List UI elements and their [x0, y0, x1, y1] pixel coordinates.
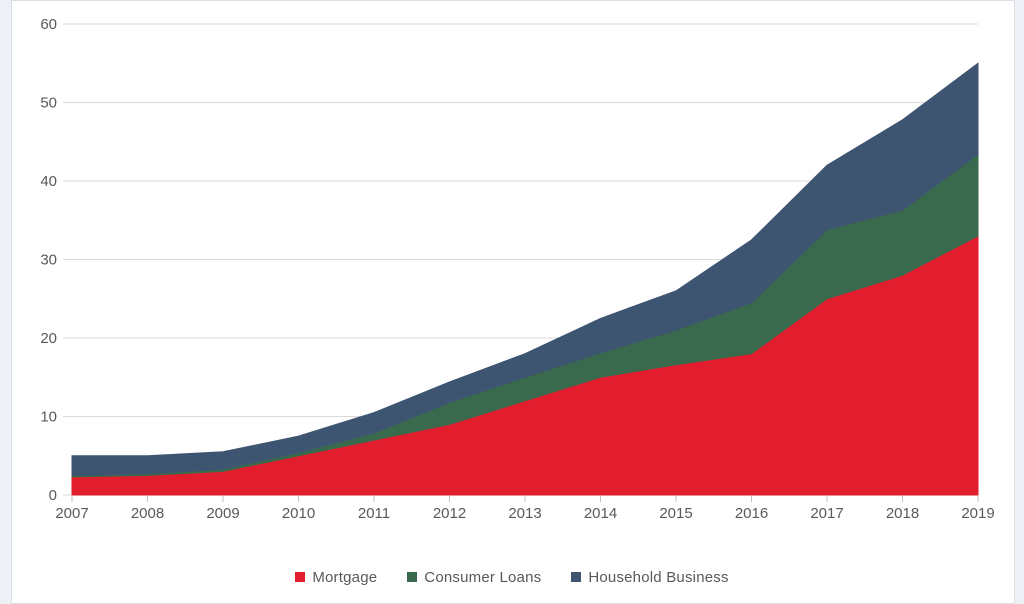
y-axis-label-0: 0 [49, 487, 57, 504]
legend-label-household-business: Household Business [588, 568, 729, 586]
x-axis-label-2008: 2008 [131, 505, 164, 522]
legend-swatch-consumer-loans-icon [407, 572, 418, 582]
chart-legend: Mortgage Consumer Loans Household Busine… [0, 564, 1024, 590]
area-household-business [71, 62, 979, 476]
legend-swatch-household-business-icon [571, 572, 582, 582]
x-axis-label-2007: 2007 [55, 505, 88, 522]
x-axis-label-2019: 2019 [961, 505, 994, 522]
legend-label-consumer-loans: Consumer Loans [424, 568, 542, 586]
x-axis-label-2013: 2013 [508, 505, 541, 522]
y-axis-label-10: 10 [40, 409, 57, 426]
x-axis-label-2010: 2010 [282, 505, 315, 522]
legend-label-mortgage: Mortgage [312, 568, 378, 586]
y-axis-label-50: 50 [40, 95, 57, 112]
y-axis-label-40: 40 [40, 173, 57, 190]
legend-item-household-business: Household Business [571, 569, 728, 586]
x-axis-label-2009: 2009 [206, 505, 239, 522]
x-axis-label-2014: 2014 [584, 505, 617, 522]
x-axis-label-2018: 2018 [886, 505, 919, 522]
x-axis-label-2017: 2017 [810, 505, 843, 522]
y-axis-label-20: 20 [40, 330, 57, 347]
x-axis-label-2016: 2016 [735, 505, 768, 522]
legend-item-consumer-loans: Consumer Loans [407, 569, 541, 586]
x-axis-label-2015: 2015 [659, 505, 692, 522]
y-axis-label-60: 60 [40, 16, 57, 33]
y-axis-label-30: 30 [40, 252, 57, 269]
x-axis-label-2012: 2012 [433, 505, 466, 522]
legend-item-mortgage: Mortgage [295, 569, 377, 586]
x-axis-label-2011: 2011 [358, 505, 390, 522]
legend-swatch-mortgage-icon [295, 572, 306, 582]
